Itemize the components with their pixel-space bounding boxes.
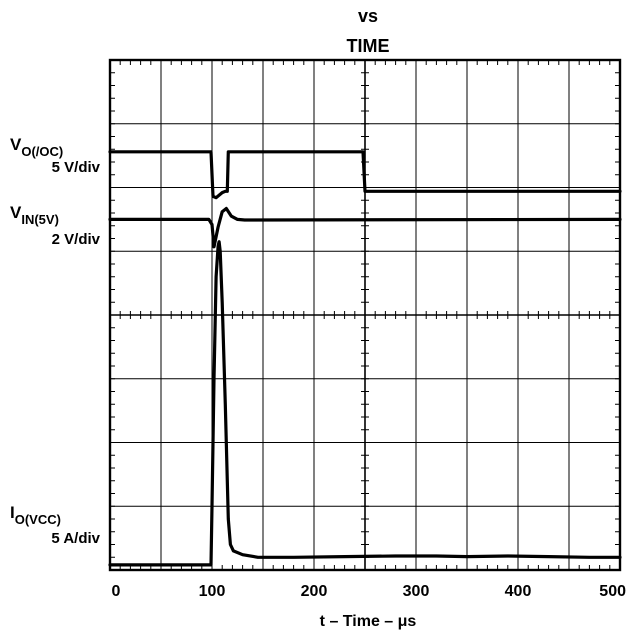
series-vo-trace [108, 150, 622, 200]
series-scale-vin: 2 V/div [52, 231, 101, 248]
series-label-io: IO(VCC) 5 A/div [10, 503, 101, 547]
title-line-2: TIME [347, 36, 390, 56]
grid [109, 59, 621, 571]
series-label-vin-main: VIN(5V) [10, 203, 59, 227]
series-label-io-main: IO(VCC) [10, 503, 61, 527]
x-tick-label: 500 [599, 583, 626, 600]
series-layer [108, 150, 622, 567]
series-vin-trace [108, 206, 622, 249]
chart-title: vs TIME [347, 6, 390, 56]
series-label-vo: VO(/OC) 5 V/div [10, 135, 101, 176]
x-tick-label: 300 [403, 583, 430, 600]
x-tick-label: 0 [112, 583, 121, 600]
series-label-vin: VIN(5V) 2 V/div [10, 203, 101, 248]
x-tick-label: 100 [199, 583, 226, 600]
x-tick-labels: 0 100 200 300 400 500 [112, 583, 627, 600]
series-scale-vo: 5 V/div [52, 159, 101, 176]
title-line-1: vs [358, 6, 378, 26]
x-axis-label: t – Time – μs [320, 613, 417, 630]
x-tick-label: 200 [301, 583, 328, 600]
series-scale-io: 5 A/div [51, 530, 100, 547]
series-label-vo-main: VO(/OC) [10, 135, 63, 159]
x-tick-label: 400 [505, 583, 532, 600]
series-io-trace [108, 240, 622, 567]
